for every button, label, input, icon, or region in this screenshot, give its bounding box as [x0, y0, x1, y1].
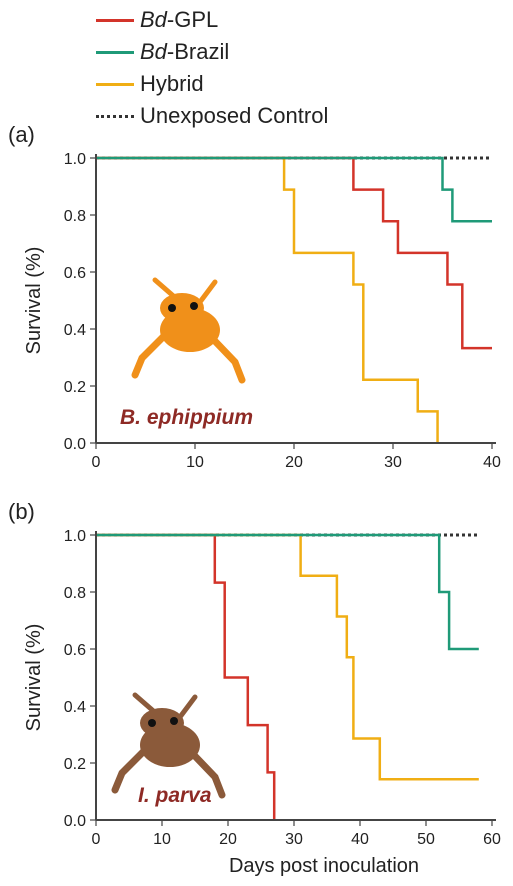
frog-head: [140, 708, 184, 738]
x-tick-label: 20: [285, 454, 303, 471]
panel-label: (b): [8, 499, 35, 524]
x-tick-label: 10: [153, 831, 171, 848]
x-tick-label: 40: [483, 454, 501, 471]
frog-image: [131, 277, 246, 384]
series-line-brazil: [96, 156, 492, 223]
y-tick-label: 0.8: [64, 208, 86, 225]
frog-leg: [132, 692, 161, 718]
x-axis-label: Days post inoculation: [229, 855, 419, 877]
x-tick-label: 10: [186, 454, 204, 471]
legend-label: Hybrid: [140, 71, 204, 96]
legend-label: Bd-GPL: [140, 7, 219, 32]
species-label: I. parva: [138, 784, 212, 807]
panel-b: (b) I. parva 0.0 0.2 0.4 0.6 0.8 1.0 0 10 20 30 40 50…: [8, 499, 501, 877]
x-tick-label: 30: [285, 831, 303, 848]
x-tick-label: 0: [92, 831, 101, 848]
legend-item: Bd-GPL: [96, 4, 416, 36]
legend: Bd-GPL Bd-Brazil Hybrid Unexposed Control: [96, 4, 416, 132]
x-tick-label: 30: [384, 454, 402, 471]
frog-eye: [190, 302, 198, 310]
legend-item: Bd-Brazil: [96, 36, 416, 68]
series-line-brazil: [96, 533, 479, 651]
y-tick-label: 1.0: [64, 151, 86, 168]
legend-swatch: [96, 50, 134, 54]
frog-leg: [177, 694, 198, 720]
legend-swatch: [96, 82, 134, 86]
x-tick-label: 0: [92, 454, 101, 471]
y-axis-label: Survival (%): [23, 247, 45, 355]
frog-leg: [197, 279, 218, 305]
y-tick-label: 0.4: [64, 699, 86, 716]
y-tick-label: 0.2: [64, 379, 86, 396]
frog-eye: [168, 304, 176, 312]
frog-image: [111, 692, 226, 799]
legend-label-italic: Bd: [140, 39, 167, 64]
legend-label: Unexposed Control: [140, 103, 329, 128]
frog-leg: [188, 749, 226, 799]
series-line-gpl: [96, 156, 492, 350]
y-tick-label: 1.0: [64, 528, 86, 545]
legend-swatch: [96, 114, 134, 118]
y-tick-label: 0.4: [64, 322, 86, 339]
y-tick-label: 0.6: [64, 265, 86, 282]
series-line-hybrid: [96, 533, 479, 781]
species-label: B. ephippium: [120, 406, 253, 429]
x-tick-label: 50: [417, 831, 435, 848]
y-tick-label: 0.8: [64, 585, 86, 602]
frog-leg: [111, 746, 149, 794]
panel-a: (a) B. ephippium 0.0 0.2 0.4 0.6 0.8 1.0 0 10 20 30…: [8, 122, 501, 471]
series-line-gpl: [96, 533, 276, 820]
y-tick-label: 0.6: [64, 642, 86, 659]
series-line-hybrid: [96, 156, 439, 443]
y-tick-label: 0.0: [64, 436, 86, 453]
y-axis-label: Survival (%): [23, 624, 45, 732]
y-tick-label: 0.2: [64, 756, 86, 773]
legend-swatch: [96, 18, 134, 22]
frog-leg: [152, 277, 181, 303]
x-tick-label: 60: [483, 831, 501, 848]
panel-label: (a): [8, 122, 35, 147]
legend-item: Unexposed Control: [96, 100, 416, 132]
legend-label: Bd-Brazil: [140, 39, 230, 64]
x-tick-label: 20: [219, 831, 237, 848]
frog-head: [160, 293, 204, 323]
frog-leg: [131, 331, 169, 379]
y-tick-label: 0.0: [64, 813, 86, 830]
frog-leg: [208, 334, 246, 384]
legend-item: Hybrid: [96, 68, 416, 100]
x-tick-label: 40: [351, 831, 369, 848]
legend-label-italic: Bd: [140, 7, 167, 32]
frog-eye: [148, 719, 156, 727]
frog-eye: [170, 717, 178, 725]
